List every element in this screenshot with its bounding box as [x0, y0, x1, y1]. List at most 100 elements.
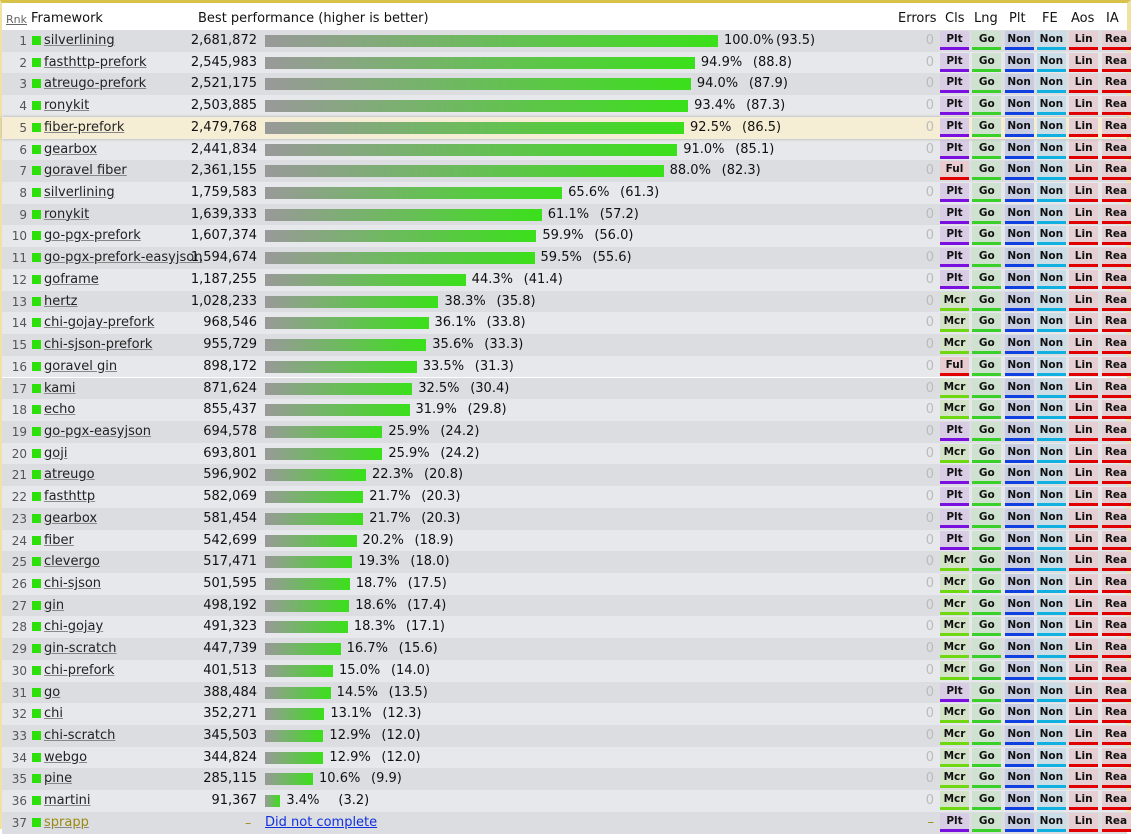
- framework-link[interactable]: ronykit: [44, 206, 90, 222]
- framework-link[interactable]: goframe: [44, 271, 99, 287]
- table-row: 9 ronykit 1,639,333 61.1% (57.2) 0 Plt Go Non Non…: [2, 203, 1131, 226]
- framework-link[interactable]: martini: [44, 793, 91, 809]
- lng-tag: Go: [972, 617, 1002, 637]
- aos-tag: Lin: [1069, 617, 1099, 637]
- plt-tag: Non: [1004, 226, 1034, 246]
- cls-tag: Mcr: [940, 660, 969, 680]
- lng-tag: Go: [972, 487, 1002, 507]
- framework-link[interactable]: goji: [44, 445, 68, 461]
- percent: 92.5%: [690, 119, 732, 135]
- framework-link[interactable]: gin: [44, 597, 65, 613]
- aos-tag: Lin: [1069, 530, 1099, 550]
- status-square-icon: [32, 36, 41, 45]
- framework-link[interactable]: chi-gojay-prefork: [44, 315, 155, 331]
- framework-link[interactable]: gearbox: [44, 141, 98, 157]
- aos-tag: Lin: [1069, 378, 1099, 398]
- framework-link[interactable]: clevergo: [44, 554, 100, 570]
- fe-tag: Non: [1036, 269, 1066, 289]
- performance-bar: [265, 187, 563, 200]
- lng-tag: Go: [972, 704, 1002, 724]
- framework-link[interactable]: fasthttp-prefork: [44, 54, 147, 70]
- status-square-icon: [32, 361, 41, 371]
- rank-sort-link[interactable]: Rnk: [6, 13, 27, 26]
- table-row: 14 chi-gojay-prefork 968,546 36.1% (33.8) 0 Mc…: [2, 312, 1131, 335]
- framework-link[interactable]: go: [44, 684, 61, 700]
- table-row: 28 chi-gojay 491,323 18.3% (17.1) 0 Mcr Go Non No…: [2, 616, 1131, 639]
- rank: 31: [11, 685, 27, 700]
- framework-link[interactable]: goravel gin: [44, 358, 118, 374]
- performance-bar: [265, 165, 664, 178]
- lng-tag: Go: [972, 161, 1002, 181]
- framework-link[interactable]: go-pgx-prefork: [44, 228, 141, 244]
- framework-link[interactable]: chi-scratch: [44, 728, 116, 744]
- framework-link[interactable]: chi-gojay: [44, 619, 104, 635]
- performance-bar: [265, 78, 691, 91]
- framework-link[interactable]: fiber: [44, 532, 74, 548]
- rank: 22: [11, 490, 27, 505]
- framework-link[interactable]: echo: [44, 402, 76, 418]
- framework-link[interactable]: kami: [44, 380, 76, 396]
- rank: 30: [11, 663, 27, 678]
- table-row: 8 silverlining 1,759,583 65.6% (61.3) 0 Plt Go N…: [2, 182, 1131, 204]
- cls-tag: Mcr: [940, 574, 969, 593]
- table-row: 19 go-pgx-easyjson 694,578 25.9% (24.2) 0 Plt G…: [2, 420, 1131, 443]
- framework-link[interactable]: atreugo-prefork: [44, 76, 147, 92]
- framework-link[interactable]: chi-sjson-prefork: [44, 337, 153, 353]
- did-not-complete-link[interactable]: Did not complete: [265, 814, 378, 830]
- framework-link[interactable]: chi-sjson: [44, 576, 102, 591]
- percent: 36.1%: [434, 315, 476, 331]
- percent: 3.4%: [286, 793, 320, 809]
- ia-tag: Rea: [1101, 161, 1131, 181]
- cls-tag: Mcr: [940, 335, 969, 355]
- framework-link[interactable]: webgo: [44, 749, 88, 765]
- framework-link[interactable]: pine: [44, 771, 73, 787]
- ia-tag: Rea: [1101, 812, 1131, 832]
- lng-tag: Go: [972, 248, 1002, 268]
- status-square-icon: [32, 535, 41, 545]
- cls-tag: Mcr: [940, 769, 969, 789]
- relative-score: (24.2): [440, 423, 480, 439]
- framework-link[interactable]: gearbox: [44, 510, 98, 526]
- fe-tag: Non: [1036, 161, 1066, 181]
- requests-per-second: 1,759,583: [190, 185, 257, 201]
- percent: 94.0%: [696, 76, 739, 92]
- framework-link[interactable]: silverlining: [44, 185, 115, 201]
- lng-tag: Go: [972, 508, 1002, 528]
- lng-tag: Go: [972, 791, 1002, 811]
- fe-tag: Non: [1036, 52, 1066, 72]
- performance-bar: [265, 143, 678, 156]
- cls-tag: Ful: [940, 356, 969, 376]
- framework-link[interactable]: chi-prefork: [44, 662, 115, 678]
- ia-tag: Rea: [1101, 552, 1131, 572]
- requests-per-second: 1,639,333: [190, 206, 257, 222]
- framework-link[interactable]: silverlining: [44, 33, 115, 48]
- errors: 0: [925, 185, 934, 201]
- ia-tag: Rea: [1101, 595, 1131, 615]
- framework-link[interactable]: goravel fiber: [44, 163, 127, 179]
- framework-link[interactable]: ronykit: [44, 98, 90, 114]
- framework-link[interactable]: fasthttp: [44, 489, 96, 505]
- ia-tag: Rea: [1101, 74, 1131, 94]
- table-row: 27 gin 498,192 18.6% (17.4) 0 Mcr Go Non Non Lin Re…: [2, 594, 1131, 617]
- framework-link[interactable]: gin-scratch: [44, 641, 117, 657]
- framework-link[interactable]: fiber-prefork: [44, 119, 125, 135]
- relative-score: (30.4): [470, 380, 510, 396]
- plt-tag: Non: [1004, 812, 1034, 832]
- ia-header: IA: [1106, 11, 1119, 26]
- table-row: 17 kami 871,624 32.5% (30.4) 0 Mcr Go Non Non Lin R…: [2, 377, 1131, 400]
- framework-link[interactable]: chi: [44, 706, 63, 722]
- status-square-icon: [32, 209, 41, 219]
- framework-link[interactable]: go-pgx-easyjson: [44, 423, 152, 439]
- relative-score: (12.3): [382, 706, 422, 722]
- framework-link[interactable]: sprapp: [44, 814, 89, 830]
- framework-link[interactable]: hertz: [44, 293, 78, 309]
- relative-score: (20.8): [424, 467, 464, 483]
- cls-tag: Plt: [940, 530, 969, 550]
- plt-tag: Non: [1004, 96, 1034, 116]
- requests-per-second: 1,594,674: [190, 250, 257, 266]
- framework-link[interactable]: atreugo: [44, 467, 95, 483]
- ia-tag: Rea: [1101, 660, 1131, 680]
- framework-link[interactable]: go-pgx-prefork-easyjson: [44, 250, 203, 266]
- performance-bar: [265, 751, 324, 764]
- rank: 1: [19, 34, 27, 48]
